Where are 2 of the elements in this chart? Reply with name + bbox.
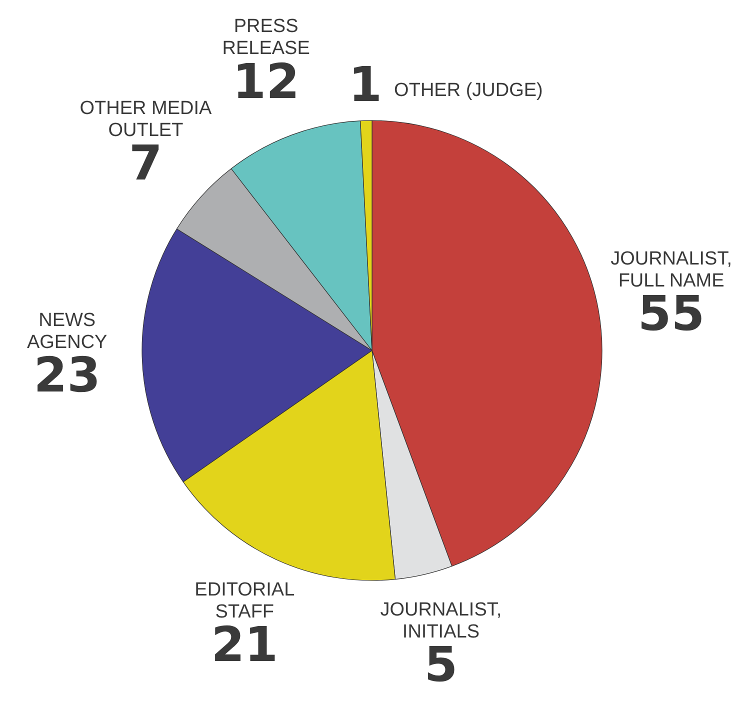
- data-label: 1: [348, 57, 382, 114]
- slice-label: OTHER (JUDGE): [394, 80, 543, 101]
